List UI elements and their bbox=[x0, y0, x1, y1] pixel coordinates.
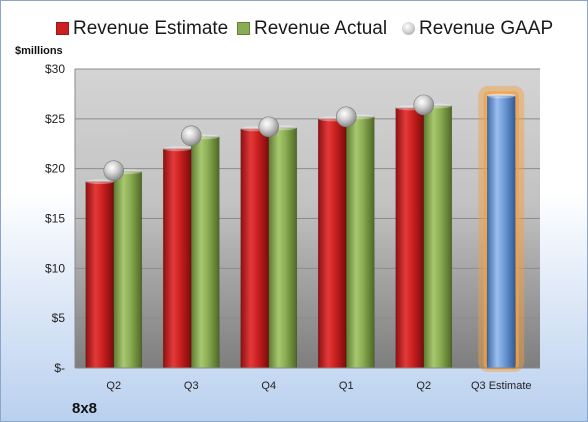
legend: Revenue Estimate Revenue Actual Revenue … bbox=[1, 17, 587, 43]
y-axis-unit-label: $millions bbox=[15, 45, 63, 57]
bar-q3-estimate-top bbox=[487, 93, 516, 99]
marker-revenue-gaap bbox=[413, 94, 435, 116]
marker-revenue-gaap bbox=[258, 116, 280, 138]
x-tick-label: Q3 bbox=[184, 380, 199, 392]
bar-revenue-estimate-body bbox=[85, 181, 115, 369]
bar-q3-estimate-body bbox=[486, 95, 516, 369]
bar-revenue-actual bbox=[345, 114, 375, 369]
bar-revenue-actual-body bbox=[345, 116, 375, 369]
y-tick-label: $25 bbox=[45, 112, 65, 126]
bar-revenue-estimate-body bbox=[317, 118, 347, 369]
legend-green-square-icon bbox=[237, 22, 250, 35]
company-label: 8x8 bbox=[72, 400, 98, 417]
bar-revenue-estimate bbox=[162, 146, 192, 369]
bar-revenue-actual bbox=[113, 169, 143, 369]
bar-revenue-estimate-body bbox=[395, 107, 425, 369]
bar-revenue-actual-body bbox=[268, 127, 298, 369]
bar-revenue-actual-body bbox=[423, 105, 453, 369]
y-tick-label: $10 bbox=[45, 261, 65, 275]
y-tick-label: $5 bbox=[52, 311, 66, 325]
bar-revenue-estimate-body bbox=[162, 148, 192, 369]
x-tick-label: Q2 bbox=[416, 380, 431, 392]
y-tick-label: $- bbox=[54, 361, 65, 375]
x-tick-label: Q2 bbox=[106, 380, 121, 392]
bar-revenue-actual bbox=[423, 103, 453, 369]
marker-revenue-gaap bbox=[103, 160, 125, 181]
legend-label-revenue-gaap: Revenue GAAP bbox=[419, 18, 554, 39]
bar-revenue-actual-body bbox=[190, 136, 220, 369]
bar-revenue-actual bbox=[268, 125, 298, 369]
legend-red-square-icon bbox=[56, 22, 69, 35]
bar-revenue-estimate bbox=[317, 116, 347, 369]
bar-q3-estimate bbox=[486, 93, 516, 369]
legend-label-revenue-actual: Revenue Actual bbox=[254, 18, 388, 39]
bar-revenue-estimate bbox=[395, 105, 425, 369]
legend-label-revenue-estimate: Revenue Estimate bbox=[73, 18, 229, 39]
y-tick-label: $15 bbox=[45, 212, 65, 226]
bar-revenue-actual bbox=[190, 134, 220, 369]
x-tick-label: Q3 Estimate bbox=[471, 380, 532, 392]
bar-revenue-actual-body bbox=[113, 171, 143, 369]
y-tick-label: $30 bbox=[45, 62, 65, 76]
legend-gray-circle-icon bbox=[402, 22, 415, 35]
x-tick-label: Q4 bbox=[261, 380, 276, 392]
marker-revenue-gaap bbox=[335, 106, 357, 128]
bar-revenue-estimate-top bbox=[163, 146, 192, 152]
y-tick-label: $20 bbox=[45, 162, 65, 176]
bar-revenue-estimate-top bbox=[85, 179, 114, 185]
bar-revenue-estimate bbox=[85, 179, 115, 369]
bar-revenue-estimate-body bbox=[240, 128, 270, 369]
bar-revenue-estimate bbox=[240, 126, 270, 369]
x-tick-label: Q1 bbox=[339, 380, 354, 392]
marker-revenue-gaap bbox=[180, 125, 202, 147]
